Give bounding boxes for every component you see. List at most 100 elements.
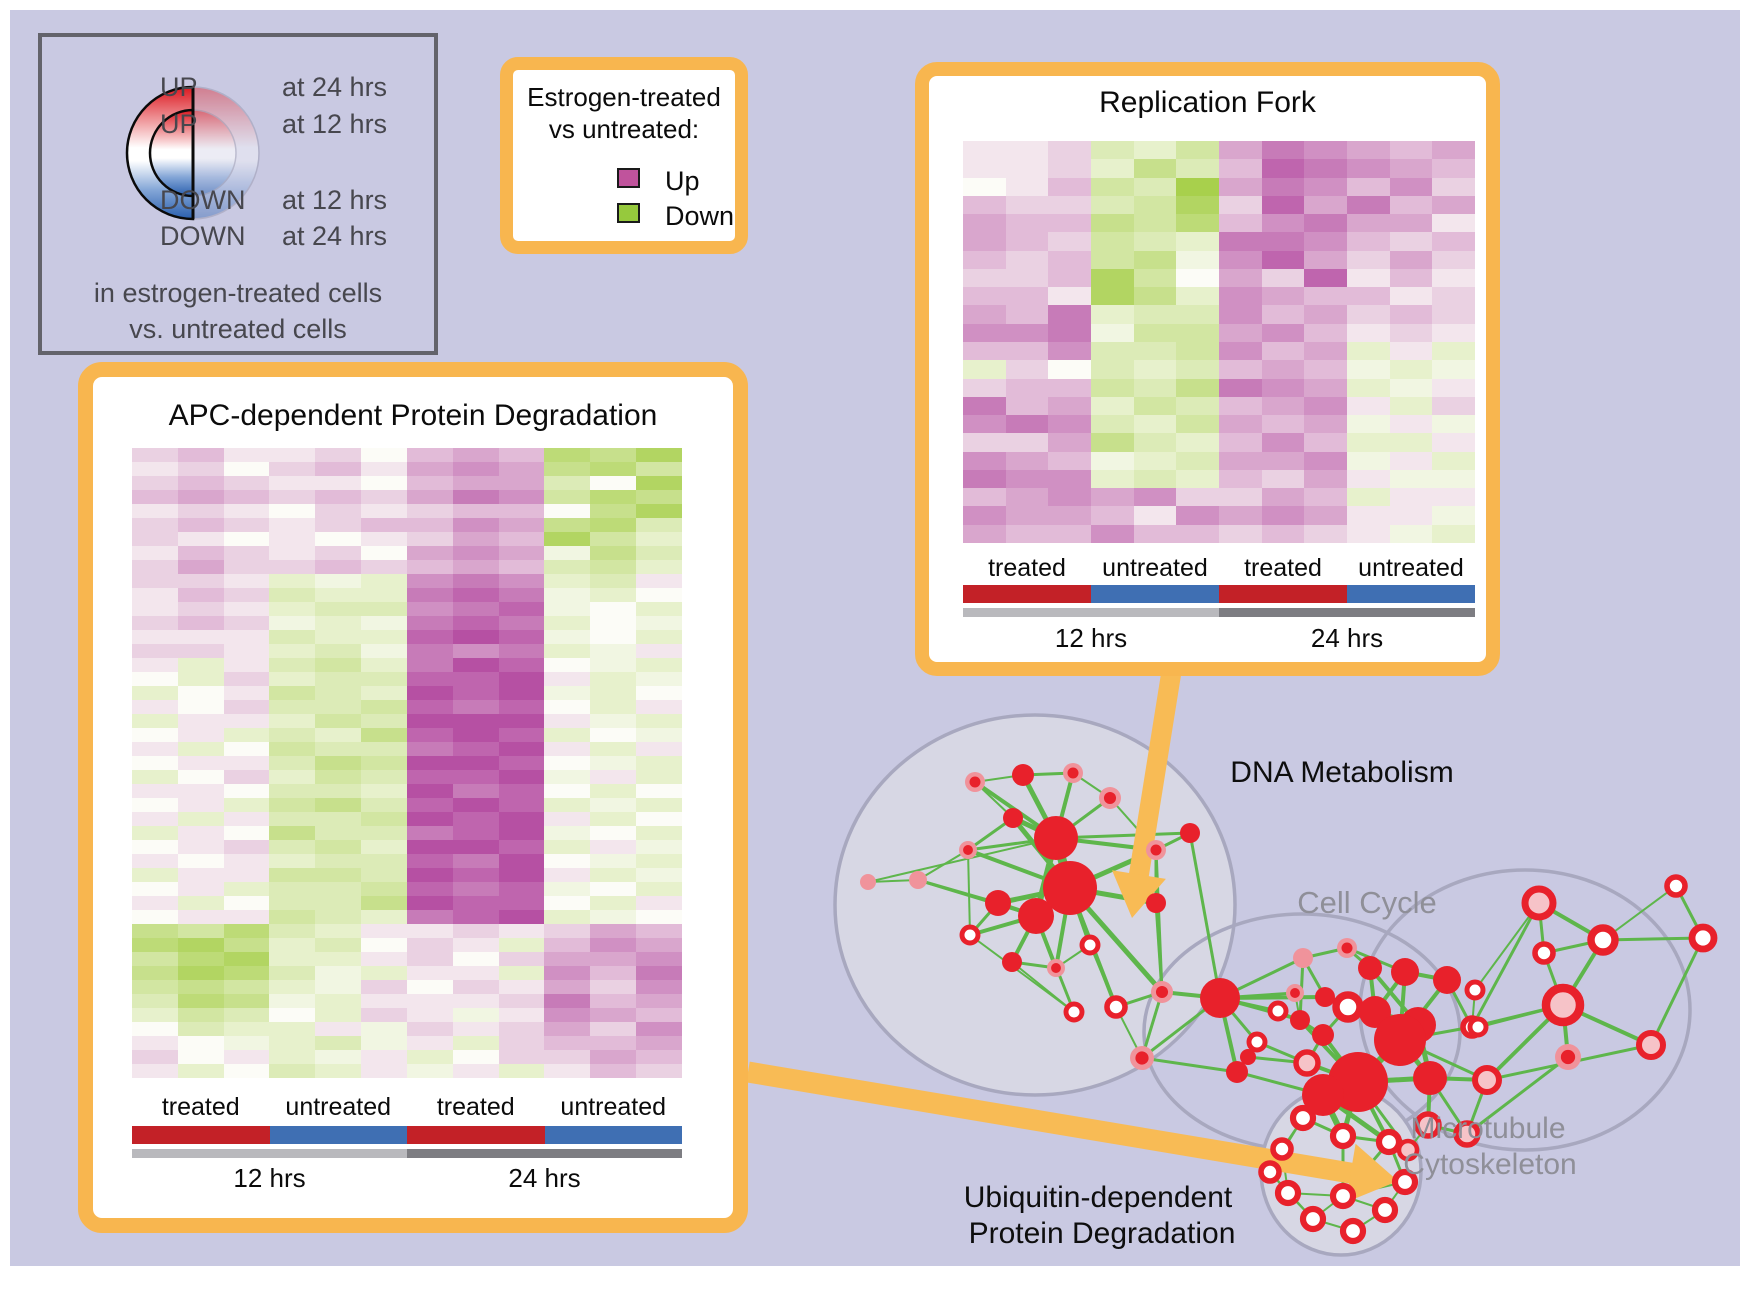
heatmap-cell — [315, 560, 362, 574]
heatmap-cell — [177, 882, 224, 896]
heatmap-cell — [315, 966, 362, 980]
heatmap-cell — [132, 952, 178, 966]
heatmap-cell — [361, 532, 407, 546]
heatmap-cell — [544, 532, 591, 546]
heatmap-cell — [361, 938, 407, 952]
heatmap-cell — [452, 938, 499, 952]
heatmap-row — [132, 896, 682, 910]
rf-24hrs-label: 24 hrs — [1310, 623, 1384, 653]
gene-node-ring — [1532, 941, 1556, 965]
heatmap-cell — [1432, 159, 1475, 178]
heatmap-cell — [498, 462, 545, 476]
gene-node-halo-core — [1155, 985, 1169, 999]
heatmap-cell — [544, 1064, 591, 1078]
heatmap-cell — [498, 518, 545, 532]
rf-group-untreated-24: untreated — [1358, 554, 1464, 582]
heatmap-cell — [636, 686, 682, 700]
heatmap-cell — [132, 728, 178, 742]
heatmap-cell — [223, 700, 270, 714]
heatmap-cell — [636, 700, 682, 714]
heatmap-cell — [1347, 378, 1390, 397]
heatmap-cell — [1133, 195, 1177, 215]
heatmap-cell — [498, 910, 545, 924]
heatmap-cell — [452, 1064, 499, 1078]
heatmap-cell — [590, 546, 637, 560]
heatmap-cell — [406, 686, 453, 700]
heatmap-row — [132, 518, 682, 532]
heatmap-cell — [590, 728, 637, 742]
heatmap-cell — [1347, 469, 1390, 489]
heatmap-cell — [452, 1008, 499, 1022]
heatmap-cell — [315, 882, 362, 896]
heatmap-cell — [361, 826, 407, 840]
heatmap-cell — [590, 490, 637, 504]
heatmap-cell — [315, 840, 362, 854]
heatmap-cell — [361, 868, 407, 882]
heatmap-cell — [498, 672, 545, 686]
heatmap-cell — [1261, 488, 1305, 507]
heatmap-cell — [223, 756, 270, 770]
heatmap-cell — [1389, 396, 1433, 416]
heatmap-cell — [361, 714, 407, 728]
heatmap-cell — [452, 910, 499, 924]
heatmap-cell — [132, 462, 178, 476]
heatmap-cell — [452, 952, 499, 966]
heatmap-row — [963, 268, 1475, 288]
heatmap-cell — [223, 658, 270, 672]
heatmap-cell — [1347, 214, 1390, 233]
bar-24hrs — [1219, 608, 1475, 617]
heatmap-cell — [544, 826, 591, 840]
heatmap-cell — [1347, 159, 1390, 178]
heatmap-cell — [498, 938, 545, 952]
heatmap-cell — [498, 714, 545, 728]
heatmap-cell — [315, 826, 362, 840]
heatmap-cell — [269, 910, 316, 924]
heatmap-row — [963, 342, 1475, 361]
gene-node-pink-core — [1414, 1111, 1442, 1139]
heatmap-cell — [544, 686, 591, 700]
heatmap-cell — [132, 966, 178, 980]
heatmap-cell — [177, 980, 224, 994]
heatmap-cell — [177, 784, 224, 798]
heatmap-cell — [223, 686, 270, 700]
heatmap-cell — [223, 882, 270, 896]
heatmap-cell — [406, 490, 453, 504]
heatmap-cell — [498, 602, 545, 616]
heatmap-cell — [498, 448, 545, 462]
heatmap-cell — [544, 504, 591, 518]
heatmap-cell — [1219, 250, 1262, 269]
heatmap-cell — [361, 560, 407, 574]
gene-node-ring — [1104, 995, 1128, 1019]
heatmap-cell — [498, 1008, 545, 1022]
heatmap-cell — [1133, 250, 1177, 269]
heatmap-row — [963, 287, 1475, 306]
heatmap-cell — [1432, 433, 1475, 452]
heatmap-cell — [498, 742, 545, 756]
heatmap-cell — [1432, 323, 1475, 342]
heatmap-cell — [269, 966, 316, 980]
heatmap-cell — [1347, 195, 1390, 215]
heatmap-cell — [636, 742, 682, 756]
heatmap-cell — [177, 1064, 224, 1078]
heatmap-cell — [1176, 195, 1219, 215]
heatmap-cell — [223, 574, 270, 588]
heatmap-row — [132, 602, 682, 616]
heatmap-cell — [269, 1036, 316, 1050]
heatmap-cell — [452, 476, 499, 490]
heatmap-cell — [1347, 488, 1390, 507]
apc-time-labels: 12 hrs 24 hrs — [132, 1163, 682, 1194]
heatmap-cell — [544, 1036, 591, 1050]
heatmap-row — [132, 994, 682, 1008]
gene-node-solid — [1200, 978, 1240, 1018]
heatmap-row — [963, 177, 1475, 196]
heatmap-cell — [636, 938, 682, 952]
heatmap-cell — [498, 630, 545, 644]
apc-12hrs-label: 12 hrs — [233, 1163, 306, 1193]
heatmap-row — [132, 560, 682, 574]
heatmap-cell — [269, 1008, 316, 1022]
heatmap-cell — [1261, 141, 1305, 160]
heatmap-cell — [1133, 469, 1177, 489]
heatmap-cell — [498, 868, 545, 882]
heatmap-cell — [315, 910, 362, 924]
heatmap-cell — [590, 644, 637, 658]
